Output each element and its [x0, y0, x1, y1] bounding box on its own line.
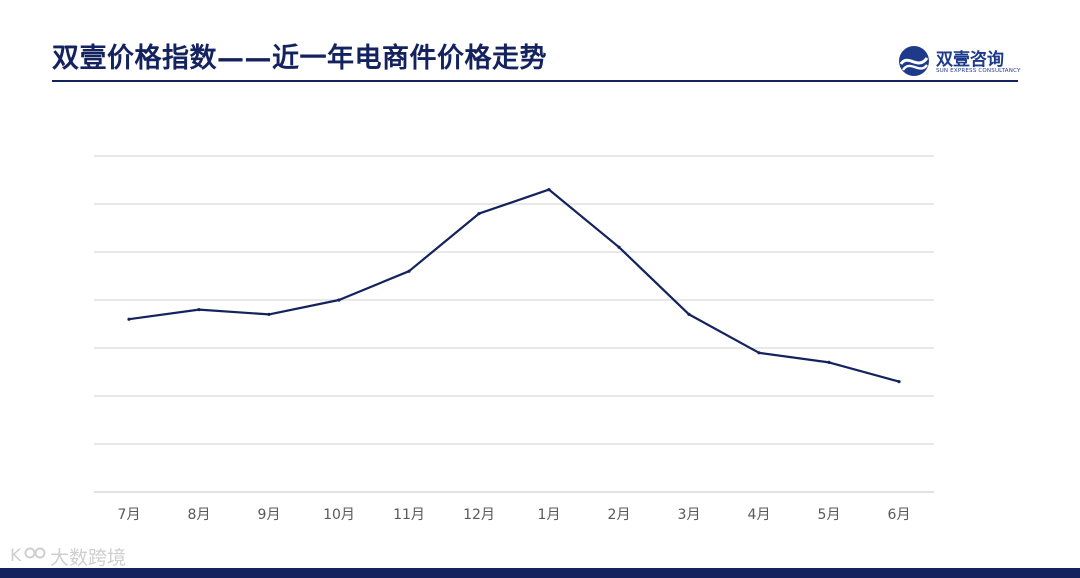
title-underline: [52, 80, 1018, 82]
data-point: [757, 351, 761, 355]
x-tick-label: 2月: [608, 507, 631, 523]
footer-bar: [0, 568, 1080, 578]
data-point: [127, 317, 131, 321]
watermark-logo-icon: K: [10, 546, 46, 566]
data-point: [337, 298, 341, 302]
x-tick-label: 5月: [818, 507, 841, 523]
x-tick-label: 10月: [323, 507, 355, 523]
x-tick-label: 3月: [678, 507, 701, 523]
data-point: [407, 269, 411, 273]
data-point: [687, 312, 691, 316]
data-point: [197, 308, 201, 312]
x-tick-label: 12月: [463, 507, 495, 523]
x-tick-label: 7月: [118, 507, 141, 523]
watermark-text: 大数跨境: [50, 547, 127, 569]
logo-swirl-icon: [899, 46, 929, 76]
x-tick-label: 8月: [188, 507, 211, 523]
slide-title: 双壹价格指数——近一年电商件价格走势: [52, 43, 547, 74]
data-point: [617, 245, 621, 249]
gridlines: [94, 155, 934, 493]
x-tick-label: 6月: [888, 507, 911, 523]
x-tick-label: 1月: [538, 507, 561, 523]
company-logo: 双壹咨询 SUN EXPRESS CONSULTANCY: [896, 44, 1026, 78]
logo-subtitle: SUN EXPRESS CONSULTANCY: [936, 68, 1021, 74]
x-tick-label: 11月: [393, 507, 425, 523]
x-tick-label: 4月: [748, 507, 771, 523]
data-point: [827, 360, 831, 364]
svg-text:K: K: [10, 546, 22, 566]
series-layer: [127, 188, 901, 384]
x-axis-ticks: 7月 8月 9月 10月 11月 12月 1月 2月 3月 4月 5月 6月: [118, 507, 911, 523]
series-line: [128, 188, 900, 383]
logo-name: 双壹咨询: [936, 50, 1004, 70]
x-tick-label: 9月: [258, 507, 281, 523]
data-point: [267, 312, 271, 316]
data-point: [547, 188, 551, 192]
data-point: [477, 212, 481, 216]
data-point: [897, 380, 901, 384]
